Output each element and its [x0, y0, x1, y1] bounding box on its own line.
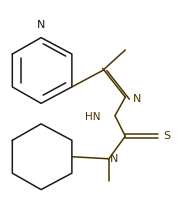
Text: N: N: [37, 20, 45, 30]
Text: N: N: [110, 154, 118, 164]
Text: N: N: [133, 94, 141, 104]
Text: HN: HN: [85, 112, 101, 122]
Text: S: S: [163, 131, 170, 141]
